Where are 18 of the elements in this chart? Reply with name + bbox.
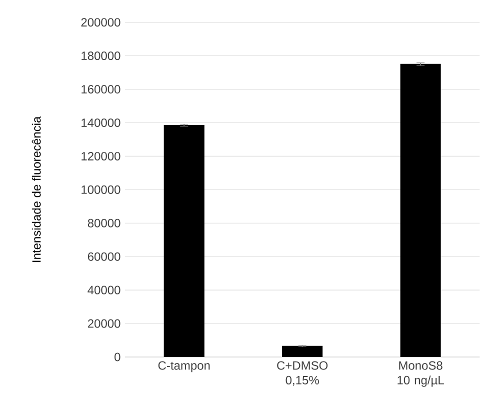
y-tick-label: 40000 [88, 286, 120, 294]
bar [282, 346, 323, 357]
y-tick-label: 0 [114, 352, 120, 362]
y-tick-label: 100000 [82, 185, 120, 194]
y-tick-label: 20000 [88, 319, 120, 328]
y-tick-label: 80000 [88, 218, 120, 228]
x-tick-label: MonoS8 10 ng/µL [398, 361, 444, 387]
bar [164, 124, 204, 357]
y-tick-label: 180000 [82, 52, 120, 60]
y-axis-title: Intensidade de fluorecência [32, 116, 41, 262]
x-tick-label: C-tampon [158, 361, 210, 372]
y-tick-label: 160000 [82, 85, 120, 94]
x-tick-label: C+DMSO 0,15% [277, 361, 328, 386]
y-tick-label: 120000 [82, 152, 120, 160]
y-tick-label: 200000 [81, 18, 120, 27]
y-tick-label: 60000 [88, 252, 120, 261]
bar [400, 64, 441, 357]
y-tick-label: 140000 [82, 118, 120, 127]
